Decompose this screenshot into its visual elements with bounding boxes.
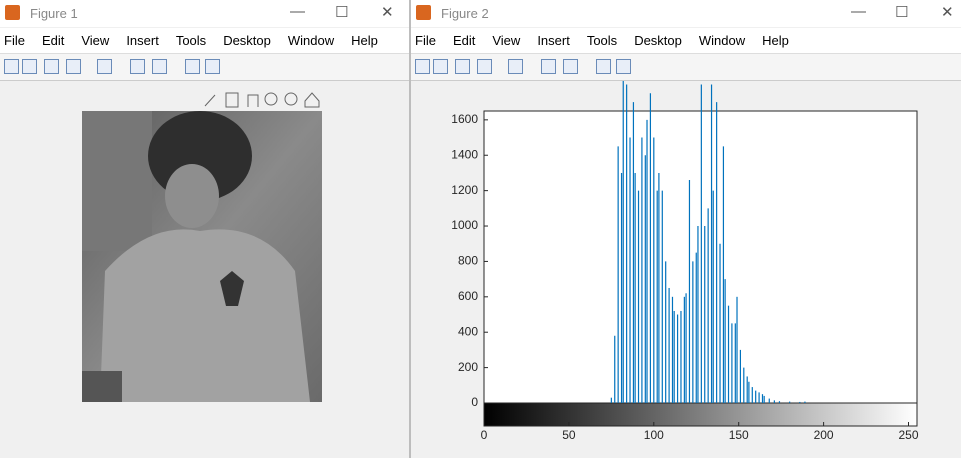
y-tick-label: 1000: [451, 218, 478, 232]
menu-item[interactable]: Desktop: [634, 33, 682, 48]
menu-item[interactable]: Window: [287, 33, 335, 48]
title-bar: Figure 2 — ☐ ✕: [411, 0, 961, 27]
image: [82, 111, 322, 402]
menu-item[interactable]: View: [81, 33, 110, 48]
axes-toolbar[interactable]: [204, 92, 320, 108]
toolbar: [0, 54, 409, 81]
x-tick-label: 150: [729, 428, 749, 442]
toolbar-button[interactable]: [44, 59, 59, 74]
minimize-button[interactable]: —: [851, 3, 866, 20]
y-tick-label: 800: [458, 254, 478, 268]
y-tick-label: 600: [458, 289, 478, 303]
menu-item[interactable]: View: [492, 33, 521, 48]
app-icon: [416, 5, 431, 20]
toolbar-button[interactable]: [433, 59, 448, 74]
toolbar-button[interactable]: [455, 59, 470, 74]
figure-window: Figure 1 — ☐ ✕ File Edit View Insert Tools De…: [0, 0, 409, 458]
toolbar-button[interactable]: [415, 59, 430, 74]
y-tick-label: 200: [458, 360, 478, 374]
window-title: Figure 2: [441, 6, 489, 21]
minimize-button[interactable]: —: [290, 3, 305, 20]
toolbar-button[interactable]: [97, 59, 112, 74]
close-button[interactable]: ✕: [381, 4, 394, 21]
toolbar-button[interactable]: [616, 59, 631, 74]
y-tick-label: 1200: [451, 183, 478, 197]
stems: [610, 81, 806, 403]
toolbar-button[interactable]: [477, 59, 492, 74]
toolbar-button[interactable]: [4, 59, 19, 74]
toolbar-button[interactable]: [66, 59, 81, 74]
menu-item[interactable]: Insert: [537, 33, 570, 48]
y-tick-label: 400: [458, 324, 478, 338]
menu-item[interactable]: Help: [762, 33, 789, 48]
window-border: [409, 0, 411, 458]
app-icon: [5, 5, 20, 20]
x-tick-label: 250: [898, 428, 918, 442]
maximize-button[interactable]: ☐: [895, 4, 909, 21]
menu-item[interactable]: Edit: [452, 33, 476, 48]
menu-item[interactable]: Window: [698, 33, 746, 48]
toolbar-button[interactable]: [130, 59, 145, 74]
menu-item[interactable]: Desktop: [223, 33, 271, 48]
menu-item[interactable]: File: [415, 33, 436, 48]
colorbar: [483, 402, 918, 427]
plot-area: [483, 110, 918, 404]
y-tick-label: 1400: [451, 147, 478, 161]
x-tick-label: 0: [481, 428, 488, 442]
x-tick-label: 200: [814, 428, 834, 442]
figure-canvas: [82, 92, 322, 402]
y-tick-label: 1600: [451, 112, 478, 126]
title-bar: Figure 1 — ☐ ✕: [0, 0, 409, 27]
toolbar-button[interactable]: [152, 59, 167, 74]
toolbar-button[interactable]: [22, 59, 37, 74]
menu-item[interactable]: Tools: [586, 33, 618, 48]
y-tick-label: 0: [471, 395, 478, 409]
histogram-canvas: 0 200 400 600 800 1000 1200 1400 1600 0 50 100 150 20…: [451, 81, 919, 442]
menu-item[interactable]: Tools: [175, 33, 207, 48]
toolbar-button[interactable]: [185, 59, 200, 74]
menu-bar: File Edit View Insert Tools Desktop Window Help: [411, 28, 961, 54]
toolbar-button[interactable]: [596, 59, 611, 74]
toolbar-button[interactable]: [541, 59, 556, 74]
toolbar-button[interactable]: [508, 59, 523, 74]
menu-item[interactable]: File: [4, 33, 25, 48]
menu-item[interactable]: Insert: [126, 33, 159, 48]
toolbar-button[interactable]: [205, 59, 220, 74]
close-button[interactable]: ✕: [941, 4, 954, 21]
window-title: Figure 1: [30, 6, 78, 21]
x-tick-label: 50: [562, 428, 576, 442]
menu-item[interactable]: Edit: [41, 33, 65, 48]
toolbar: [411, 54, 961, 81]
x-tick-label: 100: [644, 428, 664, 442]
menu-item[interactable]: Help: [351, 33, 378, 48]
toolbar-button[interactable]: [563, 59, 578, 74]
maximize-button[interactable]: ☐: [335, 4, 349, 21]
menu-bar: File Edit View Insert Tools Desktop Window Help: [0, 28, 409, 54]
